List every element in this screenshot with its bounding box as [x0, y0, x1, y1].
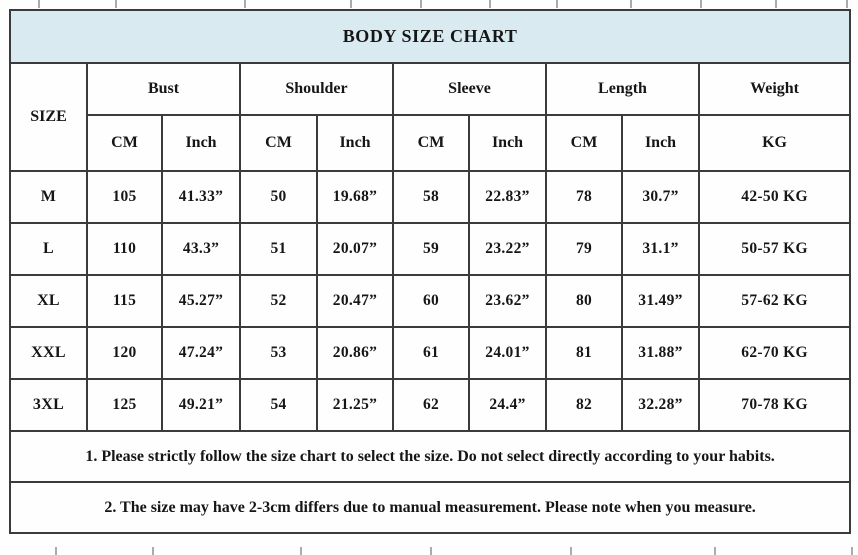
table-cell: 125	[86, 378, 163, 432]
table-cell: 31.1”	[621, 222, 700, 276]
col-header-sleeve-inch: Inch	[468, 114, 547, 172]
table-cell: 32.28”	[621, 378, 700, 432]
table-cell: 20.86”	[316, 326, 394, 380]
table-cell: 23.22”	[468, 222, 547, 276]
table-cell: 51	[239, 222, 318, 276]
table-cell: 30.7”	[621, 170, 700, 224]
tick-mark	[775, 0, 777, 8]
table-row: XXL 120 47.24” 53 20.86” 61 24.01” 81 31…	[9, 326, 852, 380]
table-cell: 45.27”	[161, 274, 241, 328]
tick-mark	[55, 547, 57, 555]
page-title: BODY SIZE CHART	[8, 9, 852, 64]
table-row: 3XL 125 49.21” 54 21.25” 62 24.4” 82 32.…	[9, 378, 852, 432]
tick-mark	[152, 547, 154, 555]
size-cell: XXL	[9, 326, 88, 380]
size-cell: M	[9, 170, 88, 224]
note-row: 1. Please strictly follow the size chart…	[8, 430, 852, 483]
body-size-chart-table: BODY SIZE CHART SIZE Bust Shoulder Sleev…	[8, 9, 852, 534]
table-cell: 43.3”	[161, 222, 241, 276]
note-2: 2. The size may have 2-3cm differs due t…	[8, 481, 852, 534]
table-cell: 70-78 KG	[697, 378, 852, 432]
table-cell: 58	[392, 170, 470, 224]
table-cell: 79	[545, 222, 623, 276]
table-cell: 78	[545, 170, 623, 224]
table-cell: 59	[392, 222, 470, 276]
table-cell: 19.68”	[316, 170, 394, 224]
col-header-length-inch: Inch	[621, 114, 700, 172]
col-header-shoulder-cm: CM	[239, 114, 318, 172]
col-header-shoulder: Shoulder	[239, 62, 394, 116]
table-cell: 53	[239, 326, 318, 380]
col-header-shoulder-inch: Inch	[316, 114, 394, 172]
col-header-sleeve: Sleeve	[392, 62, 547, 116]
table-cell: 115	[86, 274, 163, 328]
table-cell: 50-57 KG	[697, 222, 852, 276]
note-1: 1. Please strictly follow the size chart…	[8, 430, 852, 483]
table-row: M 105 41.33” 50 19.68” 58 22.83” 78 30.7…	[9, 170, 852, 224]
col-header-weight: Weight	[697, 62, 852, 116]
table-cell: 52	[239, 274, 318, 328]
tick-mark	[556, 0, 558, 8]
table-row: XL 115 45.27” 52 20.47” 60 23.62” 80 31.…	[9, 274, 852, 328]
col-header-sleeve-cm: CM	[392, 114, 470, 172]
unit-header-row: CM Inch CM Inch CM Inch CM Inch KG	[10, 114, 852, 172]
table-cell: 54	[239, 378, 318, 432]
table-cell: 42-50 KG	[697, 170, 852, 224]
tick-mark	[489, 0, 491, 8]
col-header-bust-cm: CM	[86, 114, 163, 172]
table-row: L 110 43.3” 51 20.07” 59 23.22” 79 31.1”…	[9, 222, 852, 276]
tick-mark	[420, 0, 422, 8]
col-header-bust-inch: Inch	[161, 114, 241, 172]
table-cell: 82	[545, 378, 623, 432]
tick-mark	[430, 547, 432, 555]
table-cell: 20.07”	[316, 222, 394, 276]
table-cell: 31.49”	[621, 274, 700, 328]
tick-mark	[570, 547, 572, 555]
table-cell: 24.01”	[468, 326, 547, 380]
table-cell: 23.62”	[468, 274, 547, 328]
table-cell: 120	[86, 326, 163, 380]
tick-mark	[714, 547, 716, 555]
size-cell: XL	[9, 274, 88, 328]
table-cell: 41.33”	[161, 170, 241, 224]
col-header-weight-kg: KG	[697, 114, 852, 172]
group-header-row: SIZE Bust Shoulder Sleeve Length Weight	[9, 62, 852, 172]
col-header-length-cm: CM	[545, 114, 623, 172]
table-cell: 47.24”	[161, 326, 241, 380]
tick-mark	[350, 0, 352, 8]
size-cell: L	[9, 222, 88, 276]
tick-mark	[851, 547, 853, 555]
tick-mark	[846, 0, 848, 8]
col-header-length: Length	[545, 62, 700, 116]
table-cell: 24.4”	[468, 378, 547, 432]
table-cell: 62	[392, 378, 470, 432]
tick-mark	[38, 0, 40, 8]
table-cell: 80	[545, 274, 623, 328]
col-header-size: SIZE	[9, 62, 88, 172]
tick-mark	[700, 0, 702, 8]
table-cell: 50	[239, 170, 318, 224]
table-cell: 110	[86, 222, 163, 276]
table-cell: 21.25”	[316, 378, 394, 432]
tick-mark	[244, 0, 246, 8]
table-cell: 60	[392, 274, 470, 328]
size-cell: 3XL	[9, 378, 88, 432]
tick-mark	[630, 0, 632, 8]
tick-mark	[300, 547, 302, 555]
table-cell: 20.47”	[316, 274, 394, 328]
col-header-bust: Bust	[86, 62, 241, 116]
table-cell: 62-70 KG	[697, 326, 852, 380]
table-cell: 105	[86, 170, 163, 224]
table-cell: 57-62 KG	[697, 274, 852, 328]
table-cell: 61	[392, 326, 470, 380]
tick-mark	[115, 0, 117, 8]
note-row: 2. The size may have 2-3cm differs due t…	[8, 481, 852, 534]
table-cell: 49.21”	[161, 378, 241, 432]
table-cell: 81	[545, 326, 623, 380]
table-cell: 31.88”	[621, 326, 700, 380]
title-row: BODY SIZE CHART	[8, 9, 852, 64]
table-cell: 22.83”	[468, 170, 547, 224]
